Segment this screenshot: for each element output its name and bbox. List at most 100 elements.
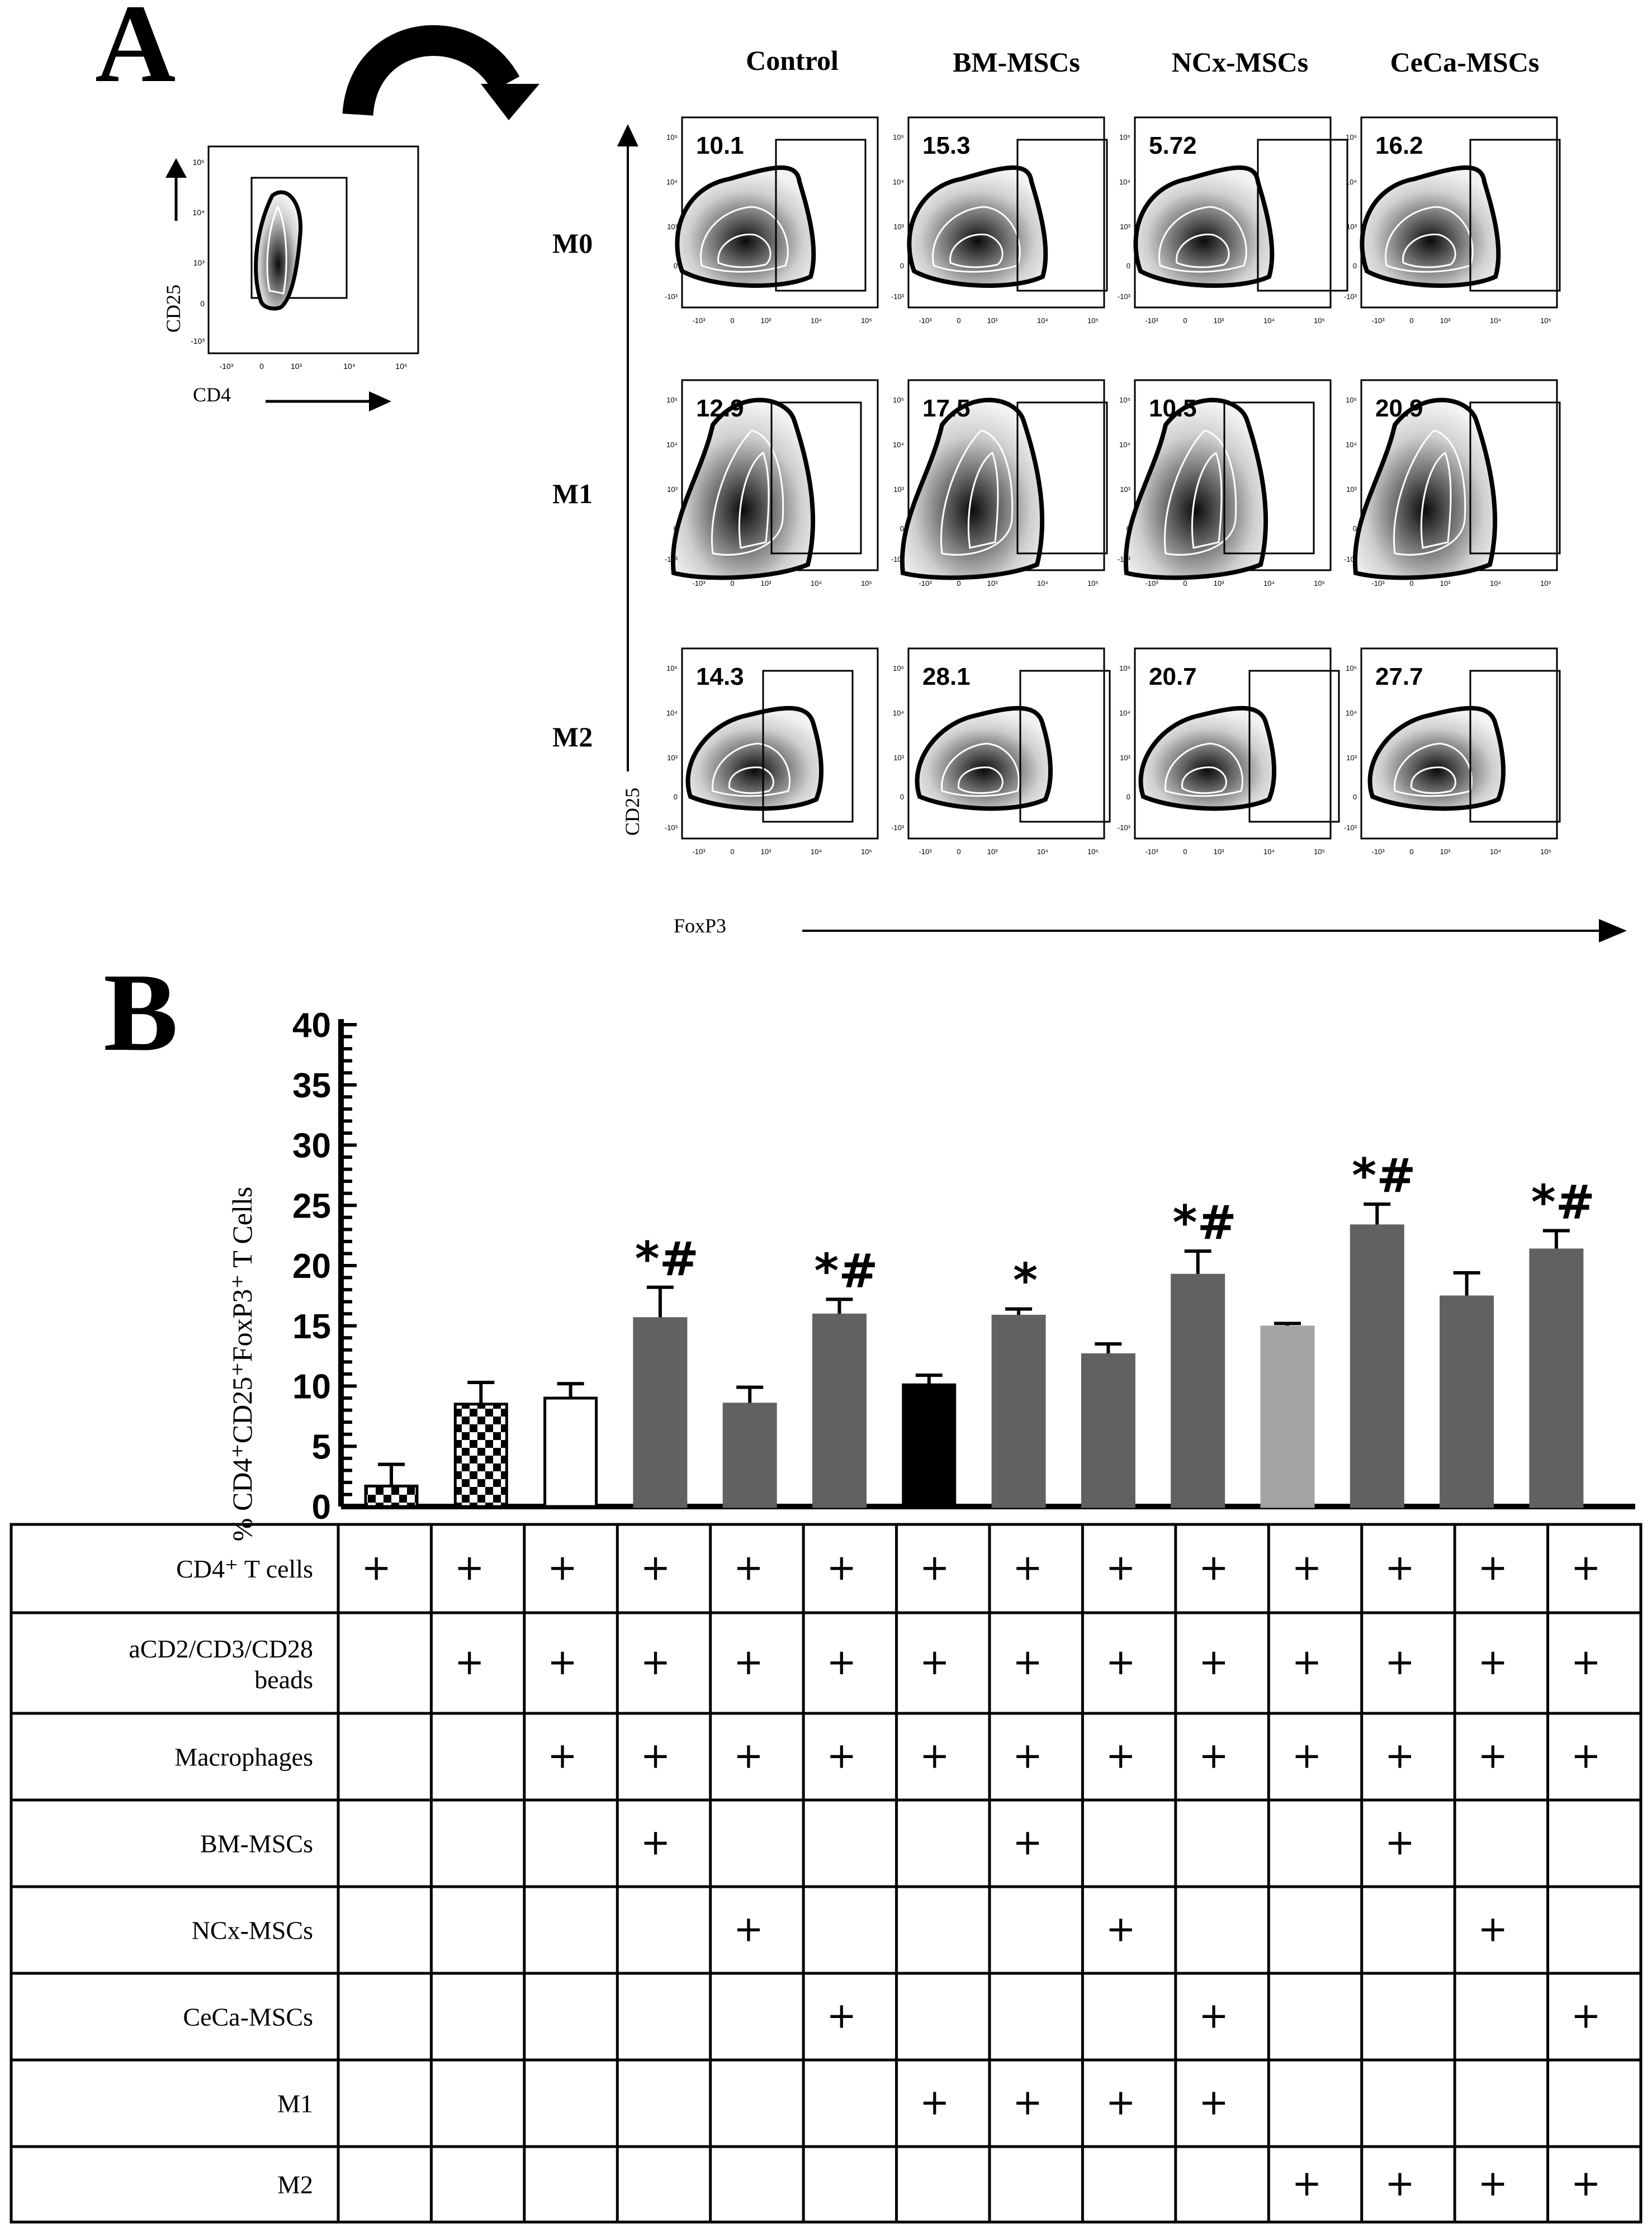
table-plus-mark: +	[1292, 1547, 1322, 1589]
table-plus-mark: +	[1478, 1736, 1508, 1777]
table-plus-mark: +	[733, 1547, 764, 1589]
y-tick-label: -10³	[1118, 823, 1131, 832]
table-plus-mark: +	[1106, 1736, 1136, 1777]
facs-plot: 14.3 10⁵ 10⁴ 10³ 0 -10³ -10³ 0 10³ 10⁴ 10⁵	[665, 647, 879, 856]
significance-marker: *#	[1173, 1195, 1237, 1250]
table-row-label: BM-MSCs	[200, 1830, 313, 1858]
table-plus-mark: +	[1292, 1642, 1322, 1683]
table-plus-mark: +	[641, 1642, 671, 1683]
table-row-label: aCD2/CD3/CD28 beads	[129, 1635, 313, 1694]
gating-x-tick: 0	[259, 362, 264, 371]
y-tick-label: 30	[292, 1127, 331, 1166]
bar	[1171, 1273, 1225, 1508]
bar	[1529, 1248, 1584, 1508]
table-plus-mark: +	[733, 1736, 764, 1777]
y-tick-label: -10³	[891, 823, 905, 832]
table-plus-mark: +	[547, 1547, 578, 1589]
panel-a-label: A	[95, 0, 176, 106]
table-plus-mark: +	[641, 1547, 671, 1589]
x-tick-label: 10³	[1440, 847, 1451, 856]
x-tick-label: 10⁵	[861, 316, 872, 325]
y-tick-label: 10³	[1120, 222, 1130, 231]
x-tick-label: 10⁵	[861, 847, 872, 856]
y-tick-label: 10	[292, 1368, 331, 1406]
y-tick-label: 0	[674, 262, 678, 270]
row-labels: M0 M1 M2	[552, 228, 593, 752]
significance-marker: *#	[635, 1231, 699, 1286]
facs-plot: 16.2 10⁵ 10⁴ 10³ 0 -10³ -10³ 0 10³ 10⁴ 10⁵	[1344, 116, 1561, 325]
y-tick-label: 10⁵	[893, 664, 904, 672]
table-plus-mark: +	[1012, 1736, 1043, 1777]
gating-x-tick: 10⁴	[343, 362, 356, 371]
table-plus-mark: +	[920, 1642, 950, 1683]
y-tick-label: -10³	[665, 555, 678, 563]
x-tick-label: -10³	[919, 316, 932, 325]
x-tick-label: 0	[1183, 579, 1187, 588]
facs-plot: 12.9 10⁵ 10⁴ 10³ 0 -10³ -10³ 0 10³ 10⁴ 10⁵	[665, 379, 879, 588]
bar	[633, 1317, 688, 1508]
y-tick-label: 0	[900, 793, 904, 801]
x-tick-label: 0	[730, 847, 734, 856]
table-plus-mark: +	[455, 1642, 485, 1683]
y-tick-label: 10⁵	[1119, 396, 1130, 404]
facs-plot: 10.1 10⁵ 10⁴ 10³ 0 -10³ -10³ 0 10³ 10⁴ 10⁵	[665, 116, 879, 325]
y-tick-label: 10³	[667, 222, 678, 231]
x-tick-label: -10³	[1145, 847, 1158, 856]
x-tick-label: 10³	[761, 847, 771, 856]
table-plus-mark: +	[733, 1909, 764, 1950]
y-tick-label: 10⁵	[1346, 664, 1357, 672]
x-tick-label: 10⁴	[1490, 579, 1501, 588]
x-tick-label: 0	[957, 316, 960, 325]
column-header-control: Control	[746, 45, 839, 76]
bar-chart: 0 5 10 15 20 25 30 35 40 *# *# * *# *# *#	[292, 1006, 1635, 1527]
x-tick-label: -10³	[1371, 579, 1385, 588]
bar	[364, 1484, 419, 1508]
gate-box	[1223, 401, 1315, 555]
y-tick-label: 10³	[1346, 222, 1357, 231]
table-plus-mark: +	[641, 1736, 671, 1777]
gate-percentage: 14.3	[696, 663, 744, 690]
y-tick-label: -10³	[1118, 555, 1131, 563]
bar	[1350, 1224, 1404, 1508]
table-plus-mark: +	[1385, 2163, 1415, 2205]
table-plus-mark: +	[641, 1822, 671, 1864]
gating-plot: 10⁵ 10⁴ 10³ 0 -10³ -10³ 0 10³ 10⁴ 10⁵ CD…	[162, 145, 419, 411]
bar	[1081, 1353, 1135, 1508]
bar	[991, 1315, 1046, 1508]
y-tick-label: 35	[292, 1067, 331, 1105]
table-plus-mark: +	[1199, 1642, 1229, 1683]
x-tick-label: -10³	[692, 847, 706, 856]
x-tick-label: 10⁵	[1540, 316, 1551, 325]
table-row-label-line: aCD2/CD3/CD28	[129, 1635, 313, 1663]
x-tick-label: 0	[957, 579, 960, 588]
gate-box	[1019, 670, 1111, 823]
y-tick-label: 10⁴	[1119, 709, 1130, 717]
table-plus-mark: +	[920, 2082, 950, 2124]
gate-box	[775, 139, 867, 292]
x-tick-label: 10³	[761, 579, 771, 588]
x-tick-label: 10⁴	[1037, 316, 1048, 325]
table-plus-mark: +	[1478, 1547, 1508, 1589]
gating-x-tick: -10³	[220, 362, 234, 371]
x-tick-label: 10³	[1214, 847, 1224, 856]
y-tick-label: 10⁴	[1119, 440, 1130, 449]
x-tick-label: 10³	[761, 316, 771, 325]
significance-marker: *	[1013, 1253, 1038, 1308]
row-label-m0: M0	[552, 228, 593, 259]
x-tick-label: 0	[1183, 316, 1187, 325]
x-tick-label: 10⁵	[1087, 316, 1099, 325]
y-tick-label: 0	[900, 524, 904, 533]
y-tick-label: 10⁴	[666, 709, 678, 717]
table-border	[10, 1523, 1642, 2224]
table-plus-mark: +	[827, 1547, 857, 1589]
gate-box	[1469, 139, 1561, 292]
x-tick-label: -10³	[1371, 847, 1385, 856]
x-tick-label: 10⁵	[1087, 847, 1099, 856]
y-tick-label: 0	[1126, 262, 1130, 270]
table-plus-mark: +	[1292, 2163, 1322, 2205]
gating-y-tick: -10³	[191, 337, 205, 345]
y-tick-label: 10⁴	[1346, 178, 1357, 186]
gate-percentage: 20.9	[1375, 395, 1423, 422]
y-tick-label: 5	[312, 1428, 331, 1466]
